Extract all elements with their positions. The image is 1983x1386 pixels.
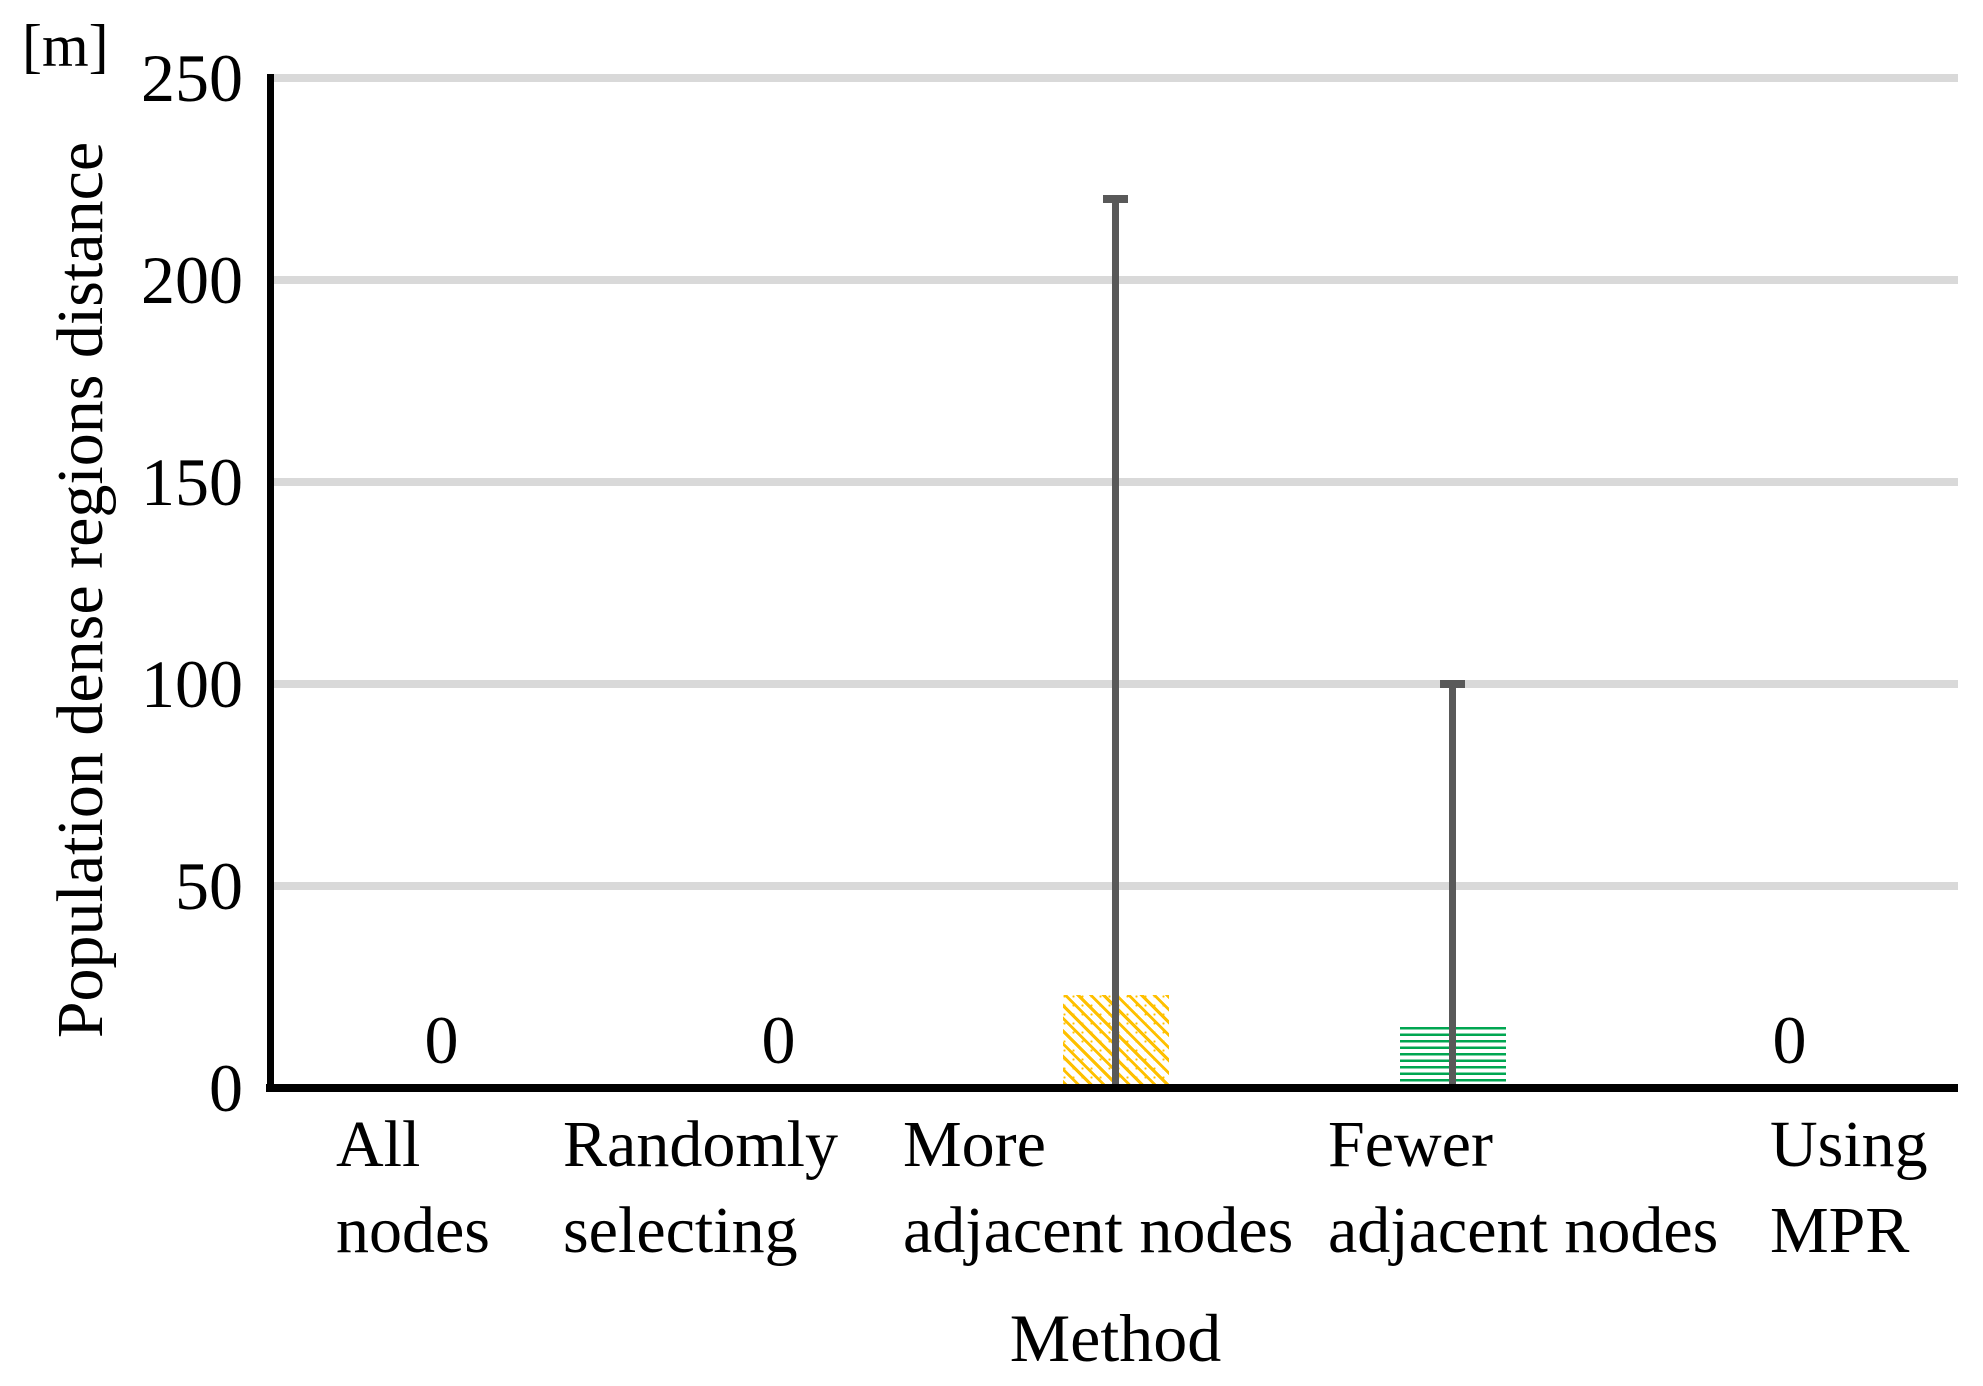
x-category-label-line: adjacent nodes — [1328, 1194, 1719, 1267]
x-category-label-line: More — [903, 1108, 1046, 1181]
error-bar-line — [1449, 684, 1456, 1084]
y-axis-line — [267, 74, 274, 1092]
y-tick-label: 200 — [141, 242, 243, 318]
y-tick-label: 100 — [141, 646, 243, 722]
y-axis-unit-label: [m] — [22, 13, 109, 79]
x-category-label: All nodes — [336, 1102, 490, 1274]
x-category-label-line: All — [336, 1108, 421, 1181]
x-category-label: Fewer adjacent nodes — [1328, 1102, 1718, 1274]
x-category-label: Randomly selecting — [563, 1102, 838, 1274]
x-category-label-line: MPR — [1770, 1194, 1910, 1267]
y-tick-label: 0 — [209, 1050, 243, 1126]
y-tick-label: 150 — [141, 444, 243, 520]
x-category-label-line: adjacent nodes — [903, 1194, 1294, 1267]
x-category-label-line: Randomly — [563, 1108, 838, 1181]
x-axis-title: Method — [1009, 1300, 1222, 1376]
x-category-label: More adjacent nodes — [903, 1102, 1293, 1274]
bar-value-label: 0 — [424, 1002, 459, 1078]
bar-value-label: 0 — [761, 1002, 796, 1078]
x-category-label-line: Using — [1770, 1108, 1928, 1181]
x-category-label-line: nodes — [336, 1194, 490, 1267]
error-bar-cap — [1440, 680, 1465, 688]
gridline — [273, 74, 1958, 82]
error-bar-line — [1112, 199, 1119, 1084]
x-category-label-line: selecting — [563, 1194, 798, 1267]
error-bar-cap — [1103, 195, 1128, 204]
x-category-label-line: Fewer — [1328, 1108, 1493, 1181]
y-tick-label: 50 — [175, 848, 243, 924]
x-category-label: Using MPR — [1770, 1102, 1928, 1274]
bar-value-label: 0 — [1772, 1002, 1807, 1078]
x-axis-line — [266, 1084, 1958, 1092]
y-tick-label: 250 — [141, 40, 243, 116]
